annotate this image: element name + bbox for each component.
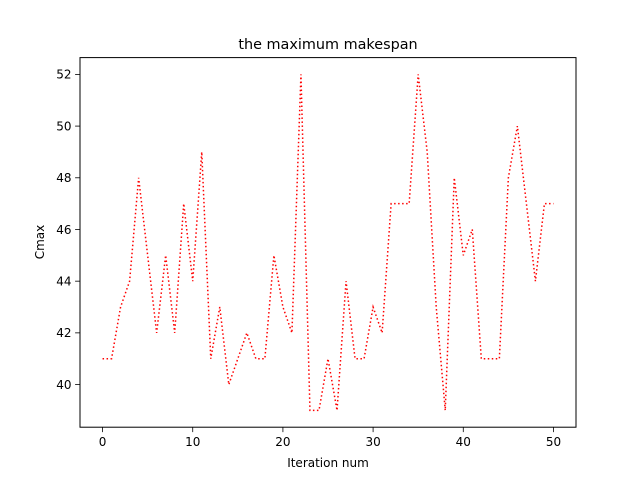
x-tick-label: 40 [456,435,471,449]
y-tick-label: 40 [56,378,71,392]
y-tick-label: 52 [56,68,71,82]
axes-frame [79,57,577,428]
x-tick-label: 30 [365,435,380,449]
y-tick-label: 50 [56,119,71,133]
x-axis: 0 10 20 30 40 50 [99,427,561,449]
y-axis-label: Cmax [33,225,47,260]
chart-title: the maximum makespan [238,37,417,53]
y-tick-label: 42 [56,326,71,340]
plot-area [102,74,554,412]
series-line [102,74,554,412]
x-tick-label: 10 [185,435,200,449]
y-tick-label: 46 [56,223,71,237]
x-axis-label: Iteration num [287,456,369,470]
y-tick-label: 44 [56,274,71,288]
x-tick-label: 0 [99,435,107,449]
x-tick-label: 50 [546,435,561,449]
y-axis: 40 42 44 46 48 50 52 [56,68,80,392]
x-tick-label: 20 [275,435,290,449]
y-tick-label: 48 [56,171,71,185]
